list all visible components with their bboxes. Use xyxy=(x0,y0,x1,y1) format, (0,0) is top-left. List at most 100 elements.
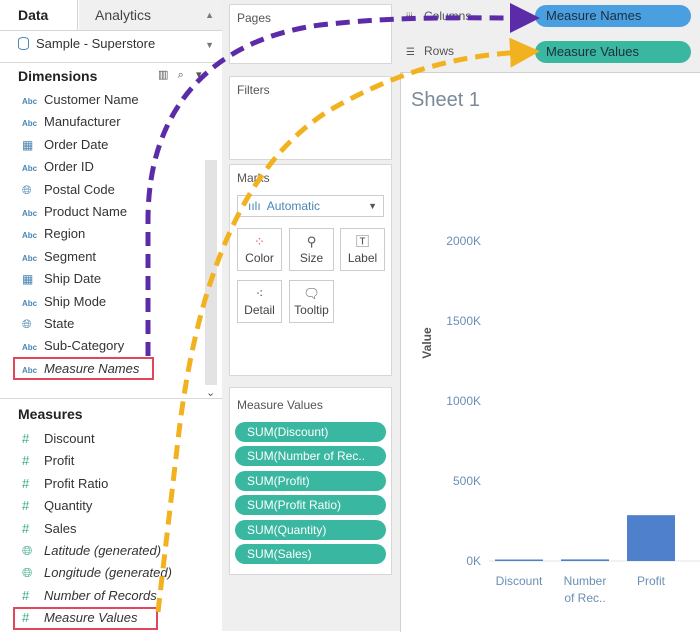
chevron-down-icon[interactable]: ▾ xyxy=(195,69,202,81)
measure-profit[interactable]: # Profit xyxy=(22,451,74,471)
abc-icon: Abc xyxy=(22,119,38,129)
dimension-ship-mode[interactable]: Abc Ship Mode xyxy=(22,292,106,312)
label-icon: 🅃 xyxy=(355,234,369,249)
measure-sales[interactable]: # Sales xyxy=(22,519,77,539)
filters-card[interactable]: Filters xyxy=(229,76,392,160)
measure-value-pill-sum-sales[interactable]: SUM(Sales) xyxy=(235,544,386,564)
abc-icon: Abc xyxy=(22,365,38,375)
measure-latitude-generated[interactable]: 🌐︎ Latitude (generated) xyxy=(22,541,161,561)
dimension-order-date[interactable]: ▦ Order Date xyxy=(22,135,108,155)
measure-measure-values[interactable]: # Measure Values xyxy=(22,608,137,628)
bar-chart: Value 2000K 1500K 1000K 500K 0K Discount Number… xyxy=(420,234,700,605)
field-label: Measure Names xyxy=(44,360,140,376)
measure-profit-ratio[interactable]: # Profit Ratio xyxy=(22,474,108,494)
measure-value-pill-sum-profit-ratio[interactable]: SUM(Profit Ratio) xyxy=(235,495,386,516)
view-list-icon[interactable]: ▥ xyxy=(158,69,169,81)
measure-value-pill-sum-quantity[interactable]: SUM(Quantity) xyxy=(235,519,386,540)
number-icon: # xyxy=(22,475,30,491)
dimension-ship-date[interactable]: ▦ Ship Date xyxy=(22,269,101,289)
measure-value-pill-sum-discount[interactable]: SUM(Discount) xyxy=(235,422,386,442)
field-label: Ship Mode xyxy=(44,293,107,309)
color-icon: ⁘ xyxy=(254,234,265,249)
tab-analytics[interactable]: Analytics ▲ ▼ xyxy=(79,0,222,50)
field-label: Number of Records xyxy=(44,587,157,603)
tooltip-icon: 🗨 xyxy=(303,286,320,301)
dimension-region[interactable]: Abc Region xyxy=(22,224,85,244)
field-label: Order Date xyxy=(44,136,109,152)
columns-icon: iii xyxy=(406,12,413,23)
field-label: Sales xyxy=(44,520,77,536)
detail-button[interactable]: ⁖ Detail xyxy=(237,280,282,323)
scrollbar[interactable] xyxy=(205,160,217,385)
field-label: Postal Code xyxy=(44,181,115,197)
size-button-label: Size xyxy=(299,251,324,265)
dimension-segment[interactable]: Abc Segment xyxy=(22,247,96,267)
size-button[interactable]: ⚲ Size xyxy=(289,228,334,271)
measure-quantity[interactable]: # Quantity xyxy=(22,496,92,516)
cards-pane: Pages Filters Marks ıılı Automatic ▼ ⁘ C… xyxy=(222,0,400,631)
color-button-label: Color xyxy=(245,251,274,265)
columns-pill-measure-names[interactable]: Measure Names xyxy=(535,5,691,27)
dimension-customer-name[interactable]: Abc Customer Name xyxy=(22,90,139,110)
dimension-measure-names[interactable]: Abc Measure Names xyxy=(22,359,139,379)
measure-value-pill-sum-number-of-rec[interactable]: SUM(Number of Rec.. xyxy=(235,446,386,467)
size-icon: ⚲ xyxy=(306,234,317,249)
bar-number-of-rec[interactable] xyxy=(561,559,609,561)
measure-discount[interactable]: # Discount xyxy=(22,429,95,449)
rows-shelf-label: ☰ Rows xyxy=(406,44,454,58)
field-label: Profit xyxy=(44,453,75,469)
rows-pill-measure-values[interactable]: Measure Values xyxy=(535,41,691,63)
dimension-postal-code[interactable]: 🌐︎ Postal Code xyxy=(22,180,115,200)
divider xyxy=(0,398,222,399)
field-label: Longitude (generated) xyxy=(44,565,172,581)
rows-icon: ☰ xyxy=(406,47,415,58)
measure-values-card: Measure Values SUM(Discount) SUM(Number o… xyxy=(229,387,392,575)
data-pane: Data Analytics ▲ ▼ Sample - Superstore Di… xyxy=(0,0,223,631)
dimension-manufacturer[interactable]: Abc Manufacturer xyxy=(22,112,121,132)
abc-icon: Abc xyxy=(22,209,38,218)
number-icon: # xyxy=(22,498,30,514)
datasource-label: Sample - Superstore xyxy=(36,36,156,51)
globe-icon: 🌐︎ xyxy=(22,317,32,331)
tooltip-button-label: Tooltip xyxy=(294,303,329,317)
dimension-state[interactable]: 🌐︎ State xyxy=(22,314,74,334)
marks-title: Marks xyxy=(237,171,270,185)
globe-icon: 🌐︎ xyxy=(22,182,32,197)
measure-number-of-records[interactable]: # Number of Records xyxy=(22,586,157,606)
x-tick-label: Profit xyxy=(637,574,666,588)
field-label: Customer Name xyxy=(44,92,139,107)
dimension-order-id[interactable]: Abc Order ID xyxy=(22,157,94,177)
globe-icon: 🌐︎ xyxy=(22,565,33,581)
field-label: Discount xyxy=(44,431,95,446)
dimension-product-name[interactable]: Abc Product Name xyxy=(22,202,127,222)
datasource[interactable]: Sample - Superstore xyxy=(18,36,155,51)
tab-switch-icon: ▲ ▼ xyxy=(205,10,214,50)
abc-icon: Abc xyxy=(22,97,38,106)
measure-longitude-generated[interactable]: 🌐︎ Longitude (generated) xyxy=(22,563,172,583)
search-icon[interactable]: ⌕ xyxy=(177,69,184,81)
abc-icon: Abc xyxy=(22,253,38,263)
number-icon: # xyxy=(22,520,30,536)
y-tick-label: 0K xyxy=(466,554,481,568)
bar-discount[interactable] xyxy=(495,559,543,562)
chevron-down-icon: ▼ xyxy=(368,201,377,211)
calendar-icon: ▦ xyxy=(22,272,34,287)
number-icon: # xyxy=(22,453,30,469)
bar-profit[interactable] xyxy=(627,515,675,561)
measure-value-pill-sum-profit[interactable]: SUM(Profit) xyxy=(235,470,386,491)
field-label: Region xyxy=(44,226,86,242)
y-tick-label: 2000K xyxy=(446,234,481,248)
color-button[interactable]: ⁘ Color xyxy=(237,228,282,271)
dimension-tools: ▥ ⌕ ▾ xyxy=(158,68,202,82)
mark-type-dropdown[interactable]: ıılı Automatic ▼ xyxy=(237,195,384,217)
field-label: Measure Values xyxy=(44,610,138,626)
pages-card[interactable]: Pages xyxy=(229,4,392,64)
abc-icon: Abc xyxy=(22,164,38,174)
tab-data[interactable]: Data xyxy=(0,0,78,30)
tab-analytics-label: Analytics xyxy=(95,7,152,23)
label-button[interactable]: 🅃 Label xyxy=(340,228,385,271)
field-label: Profit Ratio xyxy=(44,475,109,491)
x-tick-label: of Rec.. xyxy=(564,591,605,605)
dimension-sub-category[interactable]: Abc Sub-Category xyxy=(22,336,124,356)
tooltip-button[interactable]: 🗨 Tooltip xyxy=(289,280,334,323)
